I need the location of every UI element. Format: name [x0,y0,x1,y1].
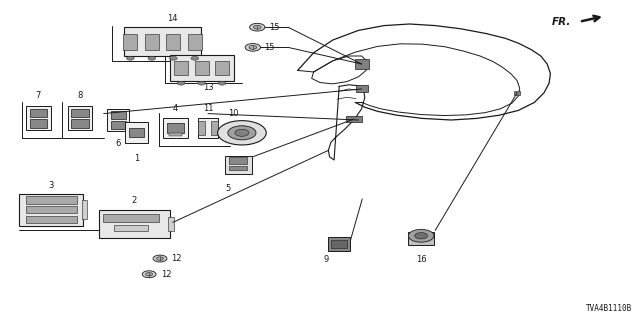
Text: 9: 9 [324,255,329,264]
Circle shape [148,56,156,60]
Bar [114,225,148,231]
Bar [26,196,77,204]
Bar [198,118,218,138]
Text: 16: 16 [416,255,426,264]
Bar [215,61,229,75]
Text: 14: 14 [168,14,178,23]
Text: 12: 12 [161,270,171,279]
Text: 4: 4 [173,104,178,113]
Bar [125,122,148,143]
Text: TVA4B1110B: TVA4B1110B [586,304,632,313]
Bar [328,237,351,251]
Bar [108,109,129,131]
Circle shape [153,255,167,262]
Bar [102,214,159,222]
Text: 3: 3 [49,181,54,190]
Bar [195,61,209,75]
Bar [30,109,47,117]
Bar [514,91,520,95]
Circle shape [218,121,266,145]
Circle shape [146,273,152,276]
Text: 13: 13 [203,84,213,92]
Text: 2: 2 [132,196,137,205]
Bar [26,106,51,130]
Bar [225,156,252,173]
Bar [82,200,87,219]
Bar [30,119,47,128]
Bar [72,119,88,128]
Bar [188,34,202,50]
Bar [68,106,92,130]
Circle shape [157,257,163,260]
Circle shape [218,81,226,85]
Bar [229,166,247,170]
Bar [166,34,180,50]
Bar [145,34,159,50]
Text: 1: 1 [134,154,139,163]
Circle shape [127,56,134,60]
Circle shape [228,126,256,140]
Circle shape [249,45,257,49]
Text: 6: 6 [116,140,121,148]
Bar [163,117,188,138]
Bar [355,59,369,69]
Bar [167,123,184,133]
Circle shape [250,23,265,31]
Bar [19,194,83,226]
Bar [99,211,170,237]
Bar [229,157,247,164]
Circle shape [191,56,198,60]
Text: 11: 11 [203,104,213,113]
Bar [111,121,126,129]
Bar [168,217,174,231]
Bar [170,55,234,81]
Bar [332,240,347,248]
Text: 5: 5 [226,184,231,193]
Text: FR.: FR. [552,17,572,28]
Circle shape [253,25,261,29]
Circle shape [415,233,428,239]
Circle shape [177,81,185,85]
Circle shape [198,81,205,85]
Circle shape [245,44,260,51]
Circle shape [170,56,177,60]
Circle shape [142,271,156,278]
Bar [174,61,188,75]
Text: 7: 7 [36,92,41,100]
Bar [26,206,77,213]
Bar [124,27,201,56]
Text: 12: 12 [172,254,182,263]
Bar [129,128,143,138]
Bar [168,133,182,136]
Bar [356,85,368,92]
Circle shape [408,229,434,242]
Bar [408,232,434,244]
Text: 10: 10 [228,109,239,118]
Circle shape [235,129,249,136]
Bar [211,121,218,135]
Text: 15: 15 [269,23,279,32]
Text: 15: 15 [264,43,275,52]
Bar [346,116,362,122]
Bar [111,111,126,119]
Bar [72,109,88,117]
Bar [198,121,205,135]
Bar [26,216,77,223]
Text: 8: 8 [77,92,83,100]
Bar [124,34,137,50]
